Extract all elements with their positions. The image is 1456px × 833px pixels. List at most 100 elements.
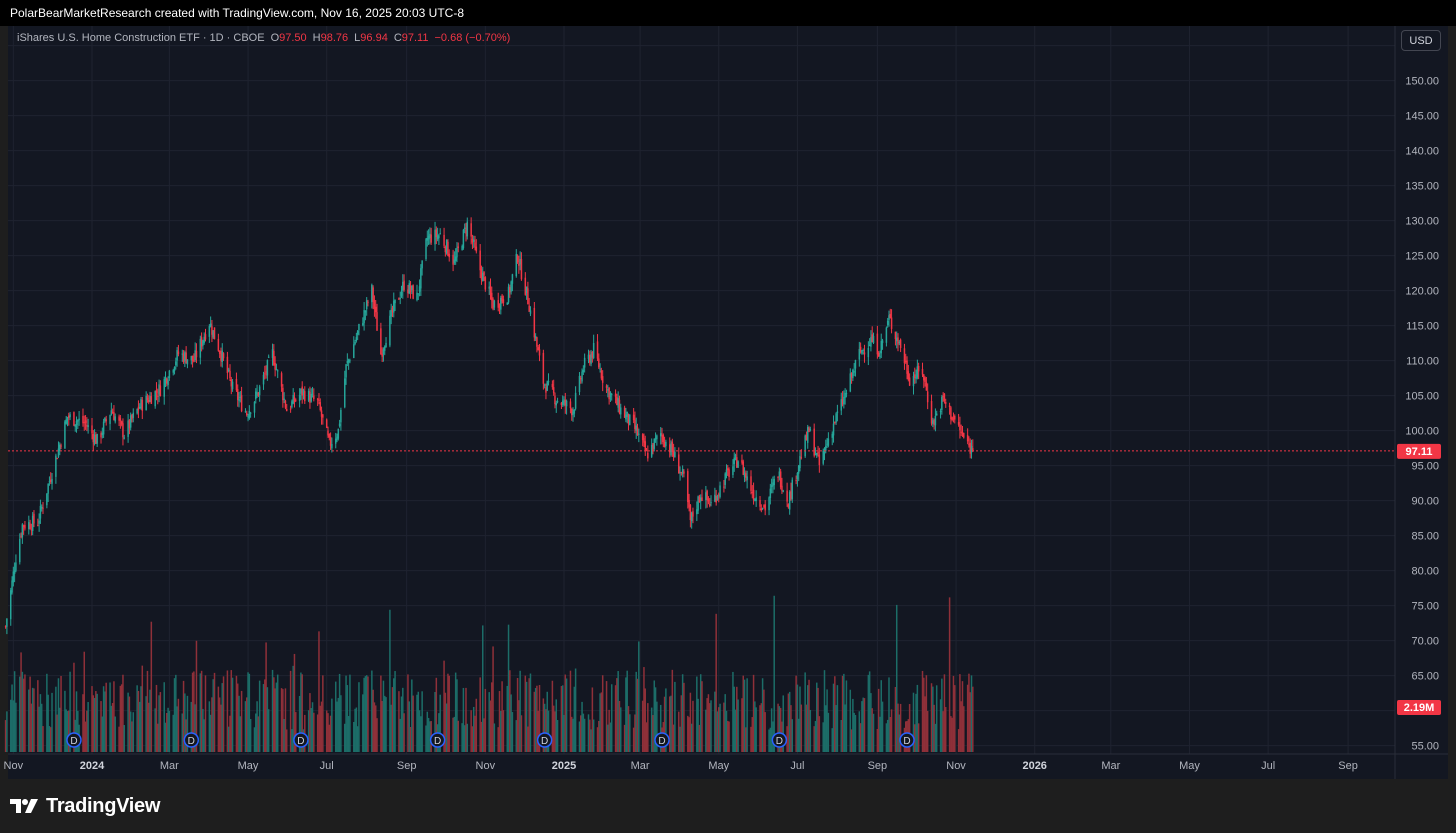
close-value: 97.11 xyxy=(401,32,429,44)
volume-bar xyxy=(728,721,730,752)
candle-body xyxy=(961,431,964,434)
candle-body xyxy=(573,409,576,414)
candle-body xyxy=(176,350,178,361)
volume-bar xyxy=(627,706,630,752)
candle-body xyxy=(634,419,636,429)
volume-bar xyxy=(818,716,821,752)
volume-bar xyxy=(741,698,743,752)
candle-body xyxy=(68,415,70,418)
volume-bar xyxy=(507,624,510,752)
candle-body xyxy=(926,391,929,403)
candle-body xyxy=(723,486,725,488)
volume-bar xyxy=(318,631,320,752)
currency-button[interactable]: USD xyxy=(1401,30,1441,51)
candle-body xyxy=(644,441,646,452)
volume-bar xyxy=(710,700,712,752)
volume-bar xyxy=(435,677,438,752)
volume-bar xyxy=(391,687,394,752)
volume-bar xyxy=(816,682,818,752)
volume-bar xyxy=(87,702,89,752)
candle-body xyxy=(177,351,180,355)
candle-body xyxy=(31,515,34,532)
candle-body xyxy=(736,457,738,468)
candle-body xyxy=(475,246,478,252)
volume-bar xyxy=(836,685,839,752)
candle-body xyxy=(376,312,378,331)
volume-bar xyxy=(367,676,369,752)
candle-body xyxy=(202,340,204,346)
volume-bar xyxy=(136,685,138,752)
candle-body xyxy=(563,399,565,403)
tradingview-brand[interactable]: TradingView xyxy=(10,794,160,818)
volume-bar xyxy=(316,714,319,752)
volume-bar xyxy=(596,727,599,752)
candle-body xyxy=(158,384,160,395)
candle-body xyxy=(491,292,493,301)
candle-body xyxy=(69,414,71,418)
volume-bar xyxy=(42,726,44,752)
volume-bar xyxy=(421,691,423,752)
candle-body xyxy=(255,391,257,400)
candle-body xyxy=(220,353,222,361)
time-axis[interactable]: Nov 2024 Mar May Jul Sep Nov 2025 Mar May Jul Sep No… xyxy=(4,753,1448,772)
candle-body xyxy=(122,423,124,438)
candle-body xyxy=(199,338,202,358)
candle-body xyxy=(430,234,432,243)
candle-body xyxy=(146,397,149,401)
candle-body xyxy=(759,500,761,507)
volume-bar xyxy=(524,675,527,752)
volume-bar xyxy=(465,687,467,752)
candle-body xyxy=(935,413,938,416)
volume-bar xyxy=(501,681,503,752)
candle-body xyxy=(689,505,692,521)
candle-body xyxy=(760,508,763,511)
volume-bar xyxy=(527,726,529,752)
volume-bar xyxy=(300,672,302,752)
candle-body xyxy=(236,389,239,400)
volume-bar xyxy=(429,721,431,752)
candle-body xyxy=(230,379,233,387)
symbol-name[interactable]: iShares U.S. Home Construction ETF · 1D … xyxy=(17,32,265,44)
symbol-legend: iShares U.S. Home Construction ETF · 1D … xyxy=(17,32,510,44)
candle-body xyxy=(12,571,15,583)
candle-body xyxy=(687,471,689,503)
candle-body xyxy=(737,461,739,468)
candle-body xyxy=(609,392,612,397)
volume-bar xyxy=(799,686,801,752)
volume-bar xyxy=(482,625,484,752)
volume-bar xyxy=(229,715,231,752)
time-tick-label: Nov xyxy=(476,760,496,772)
candle-body xyxy=(311,393,314,395)
candle-body xyxy=(690,512,693,522)
candle-body xyxy=(581,371,583,382)
candle-body xyxy=(301,386,303,396)
candle-body xyxy=(461,246,463,251)
candle-body xyxy=(903,348,906,364)
candle-body xyxy=(149,396,151,402)
candle-body xyxy=(316,398,319,400)
dividend-marker-icon xyxy=(293,732,309,748)
dividend-marker-icon xyxy=(899,732,915,748)
volume-bar xyxy=(295,712,297,752)
candle-body xyxy=(380,328,382,355)
volume-bar xyxy=(276,674,279,752)
volume-bar xyxy=(47,694,49,752)
candle-body xyxy=(524,277,527,295)
price-tick-label: 90.00 xyxy=(1411,496,1439,508)
candle-body xyxy=(203,336,205,343)
volume-bar xyxy=(916,684,919,752)
volume-bar xyxy=(733,686,735,752)
volume-bar xyxy=(11,684,13,752)
price-tick-label: 95.00 xyxy=(1411,461,1439,473)
volume-bar xyxy=(466,723,469,752)
volume-bar xyxy=(960,701,962,752)
volume-bar xyxy=(498,691,501,752)
candle-body xyxy=(492,299,494,310)
candle-body xyxy=(886,320,889,325)
candle-body xyxy=(382,349,385,355)
change-value: −0.68 (−0.70%) xyxy=(434,32,511,44)
volume-bar xyxy=(552,705,555,752)
candle-body xyxy=(889,314,892,319)
